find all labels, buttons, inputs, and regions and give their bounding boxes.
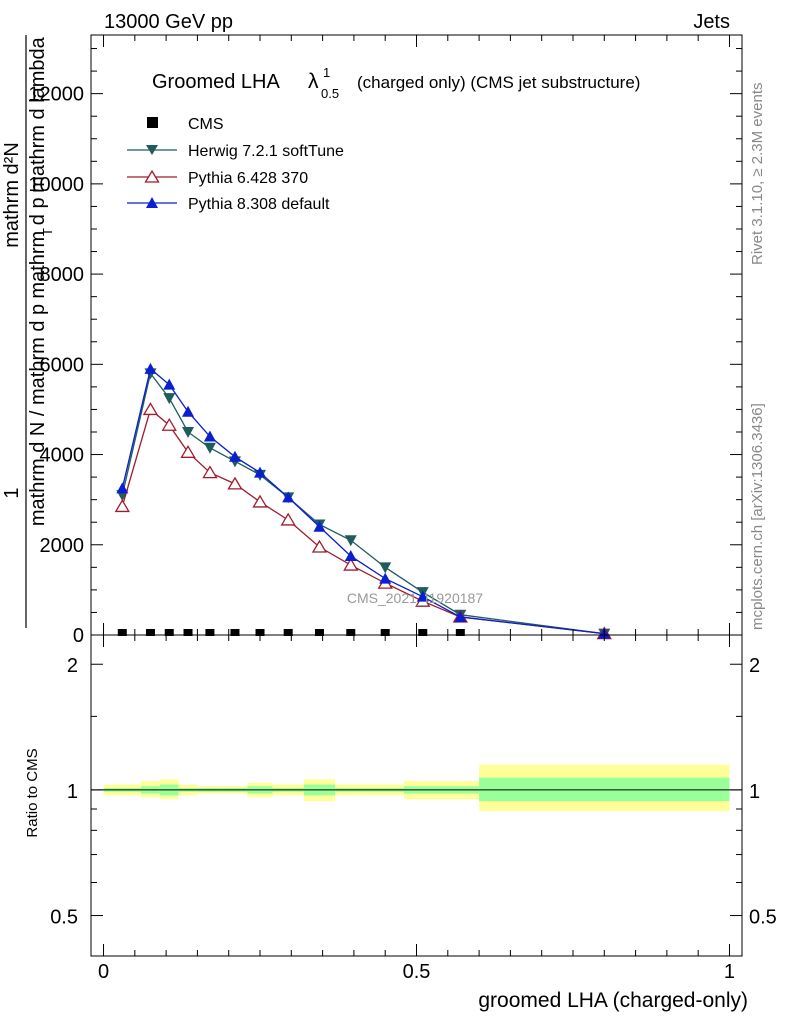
collision-energy-label: 13000 GeV pp (104, 11, 233, 33)
herwig-data-point (344, 535, 357, 547)
pythia8-data-point (228, 450, 241, 462)
x-tick-label: 0 (98, 961, 109, 983)
legend-herwig-marker (146, 145, 158, 155)
cms-data-point (346, 629, 356, 636)
y-tick-label: 6000 (40, 354, 85, 376)
x-axis-label: groomed LHA (charged-only) (478, 989, 748, 1012)
y-tick-label: 8000 (40, 264, 85, 286)
rivet-version-label: Rivet 3.1.10, ≥ 2.3M events (749, 83, 766, 266)
main-plot-panel: 0 2000 4000 6000 8000 10000 12000 CMS_2021_I19… (28, 34, 743, 647)
main-y-axis-label: 1 mathrm d N / mathrm d p mathrm d²N mat… (1, 35, 55, 628)
analysis-watermark: CMS_2021_I1920187 (347, 590, 483, 606)
y-label-denominator: mathrm d p (27, 197, 49, 298)
jets-tag-label: Jets (693, 11, 730, 33)
pythia8-data-point (182, 405, 195, 417)
legend: CMS Herwig 7.2.1 softTune Pythia 6.428 3… (127, 116, 344, 213)
pythia6-data-point (114, 499, 130, 513)
pythia6-data-point (227, 476, 243, 490)
x-tick-label: 1 (724, 961, 735, 983)
pythia8-data-point (454, 610, 467, 622)
legend-herwig-label: Herwig 7.2.1 softTune (188, 143, 344, 160)
ratio-plot-panel: 0.5 0.5 1 1 2 2 0 0.5 1 (50, 634, 777, 983)
cms-data-point (314, 629, 324, 636)
y-tick-label: 12000 (28, 84, 84, 106)
y-label-denominator-subscript: T (40, 228, 55, 236)
plot-title-main: Groomed LHA (152, 71, 280, 93)
ratio-y-tick-label-left: 0.5 (50, 907, 78, 929)
y-tick-label: 10000 (28, 174, 84, 196)
legend-pythia6-label: Pythia 6.428 370 (188, 170, 308, 187)
pythia8-data-point (379, 572, 392, 584)
ratio-y-tick-label-right: 2 (749, 655, 760, 677)
pythia8-data-point (116, 482, 129, 494)
pythia6-data-point (202, 465, 218, 479)
pythia6-data-point (180, 445, 196, 458)
cms-data-point (205, 629, 215, 636)
ratio-y-axis-label: Ratio to CMS (24, 748, 41, 837)
ratio-inner-band (479, 777, 730, 802)
pythia8-data-point (416, 590, 429, 602)
ratio-y-tick-label-left: 2 (67, 655, 78, 677)
pythia8-data-point (282, 491, 295, 503)
cms-data-point (283, 629, 293, 636)
cms-data-point (418, 629, 428, 636)
pythia8-data-point (203, 430, 216, 442)
cms-data-point (183, 629, 193, 636)
mcplots-reference-label: mcplots.cern.ch [arXiv:1306.3436] (749, 403, 766, 630)
herwig-data-point (163, 393, 176, 405)
y-tick-label: 2000 (40, 535, 85, 557)
pythia8-data-point (144, 362, 157, 374)
pythia6-data-point (311, 539, 328, 553)
plot-title-lambda: λ (308, 70, 319, 93)
cms-data-point (455, 629, 465, 636)
ratio-y-tick-label-right: 1 (749, 781, 760, 803)
plot-title-superscript: 1 (323, 65, 330, 80)
pythia6-data-point (343, 557, 359, 571)
legend-pythia8-marker (146, 197, 158, 208)
pythia8-data-point (313, 520, 326, 532)
y-tick-label: 0 (73, 625, 84, 647)
legend-cms-label: CMS (188, 116, 224, 133)
x-tick-label: 0.5 (403, 961, 431, 983)
y-label-denominator-rest: mathrm d lambda (27, 36, 49, 192)
legend-pythia6-marker (144, 169, 160, 183)
herwig-data-point (182, 426, 195, 438)
pythia6-data-point (252, 494, 268, 508)
herwig-data-point (203, 442, 216, 454)
plot-title-subscript: 0.5 (321, 86, 339, 101)
plot-title-rest: (charged only) (CMS jet substructure) (357, 73, 640, 92)
pythia8-data-point (344, 550, 357, 562)
legend-cms-marker (147, 117, 158, 128)
pythia6-data-point (280, 512, 296, 526)
cms-data-point (145, 629, 155, 636)
herwig-series-line (121, 371, 605, 635)
y-label-numerator: mathrm d²N (1, 142, 23, 248)
cms-data-point (164, 629, 174, 636)
y-label-outer-denominator: mathrm d N / mathrm d p (27, 304, 49, 526)
ratio-y-tick-label-left: 1 (67, 781, 78, 803)
ratio-y-tick-label-right: 0.5 (749, 907, 777, 929)
cms-data-point (117, 629, 127, 636)
cms-data-point (230, 629, 240, 636)
pythia8-data-point (163, 378, 176, 390)
pythia8-data-point (254, 466, 267, 478)
legend-pythia8-label: Pythia 8.308 default (188, 196, 330, 213)
y-label-outer-numerator: 1 (1, 487, 23, 498)
herwig-data-point (379, 562, 392, 574)
pythia6-data-point (142, 402, 159, 416)
y-tick-label: 4000 (40, 445, 85, 467)
pythia6-data-point (161, 417, 177, 431)
